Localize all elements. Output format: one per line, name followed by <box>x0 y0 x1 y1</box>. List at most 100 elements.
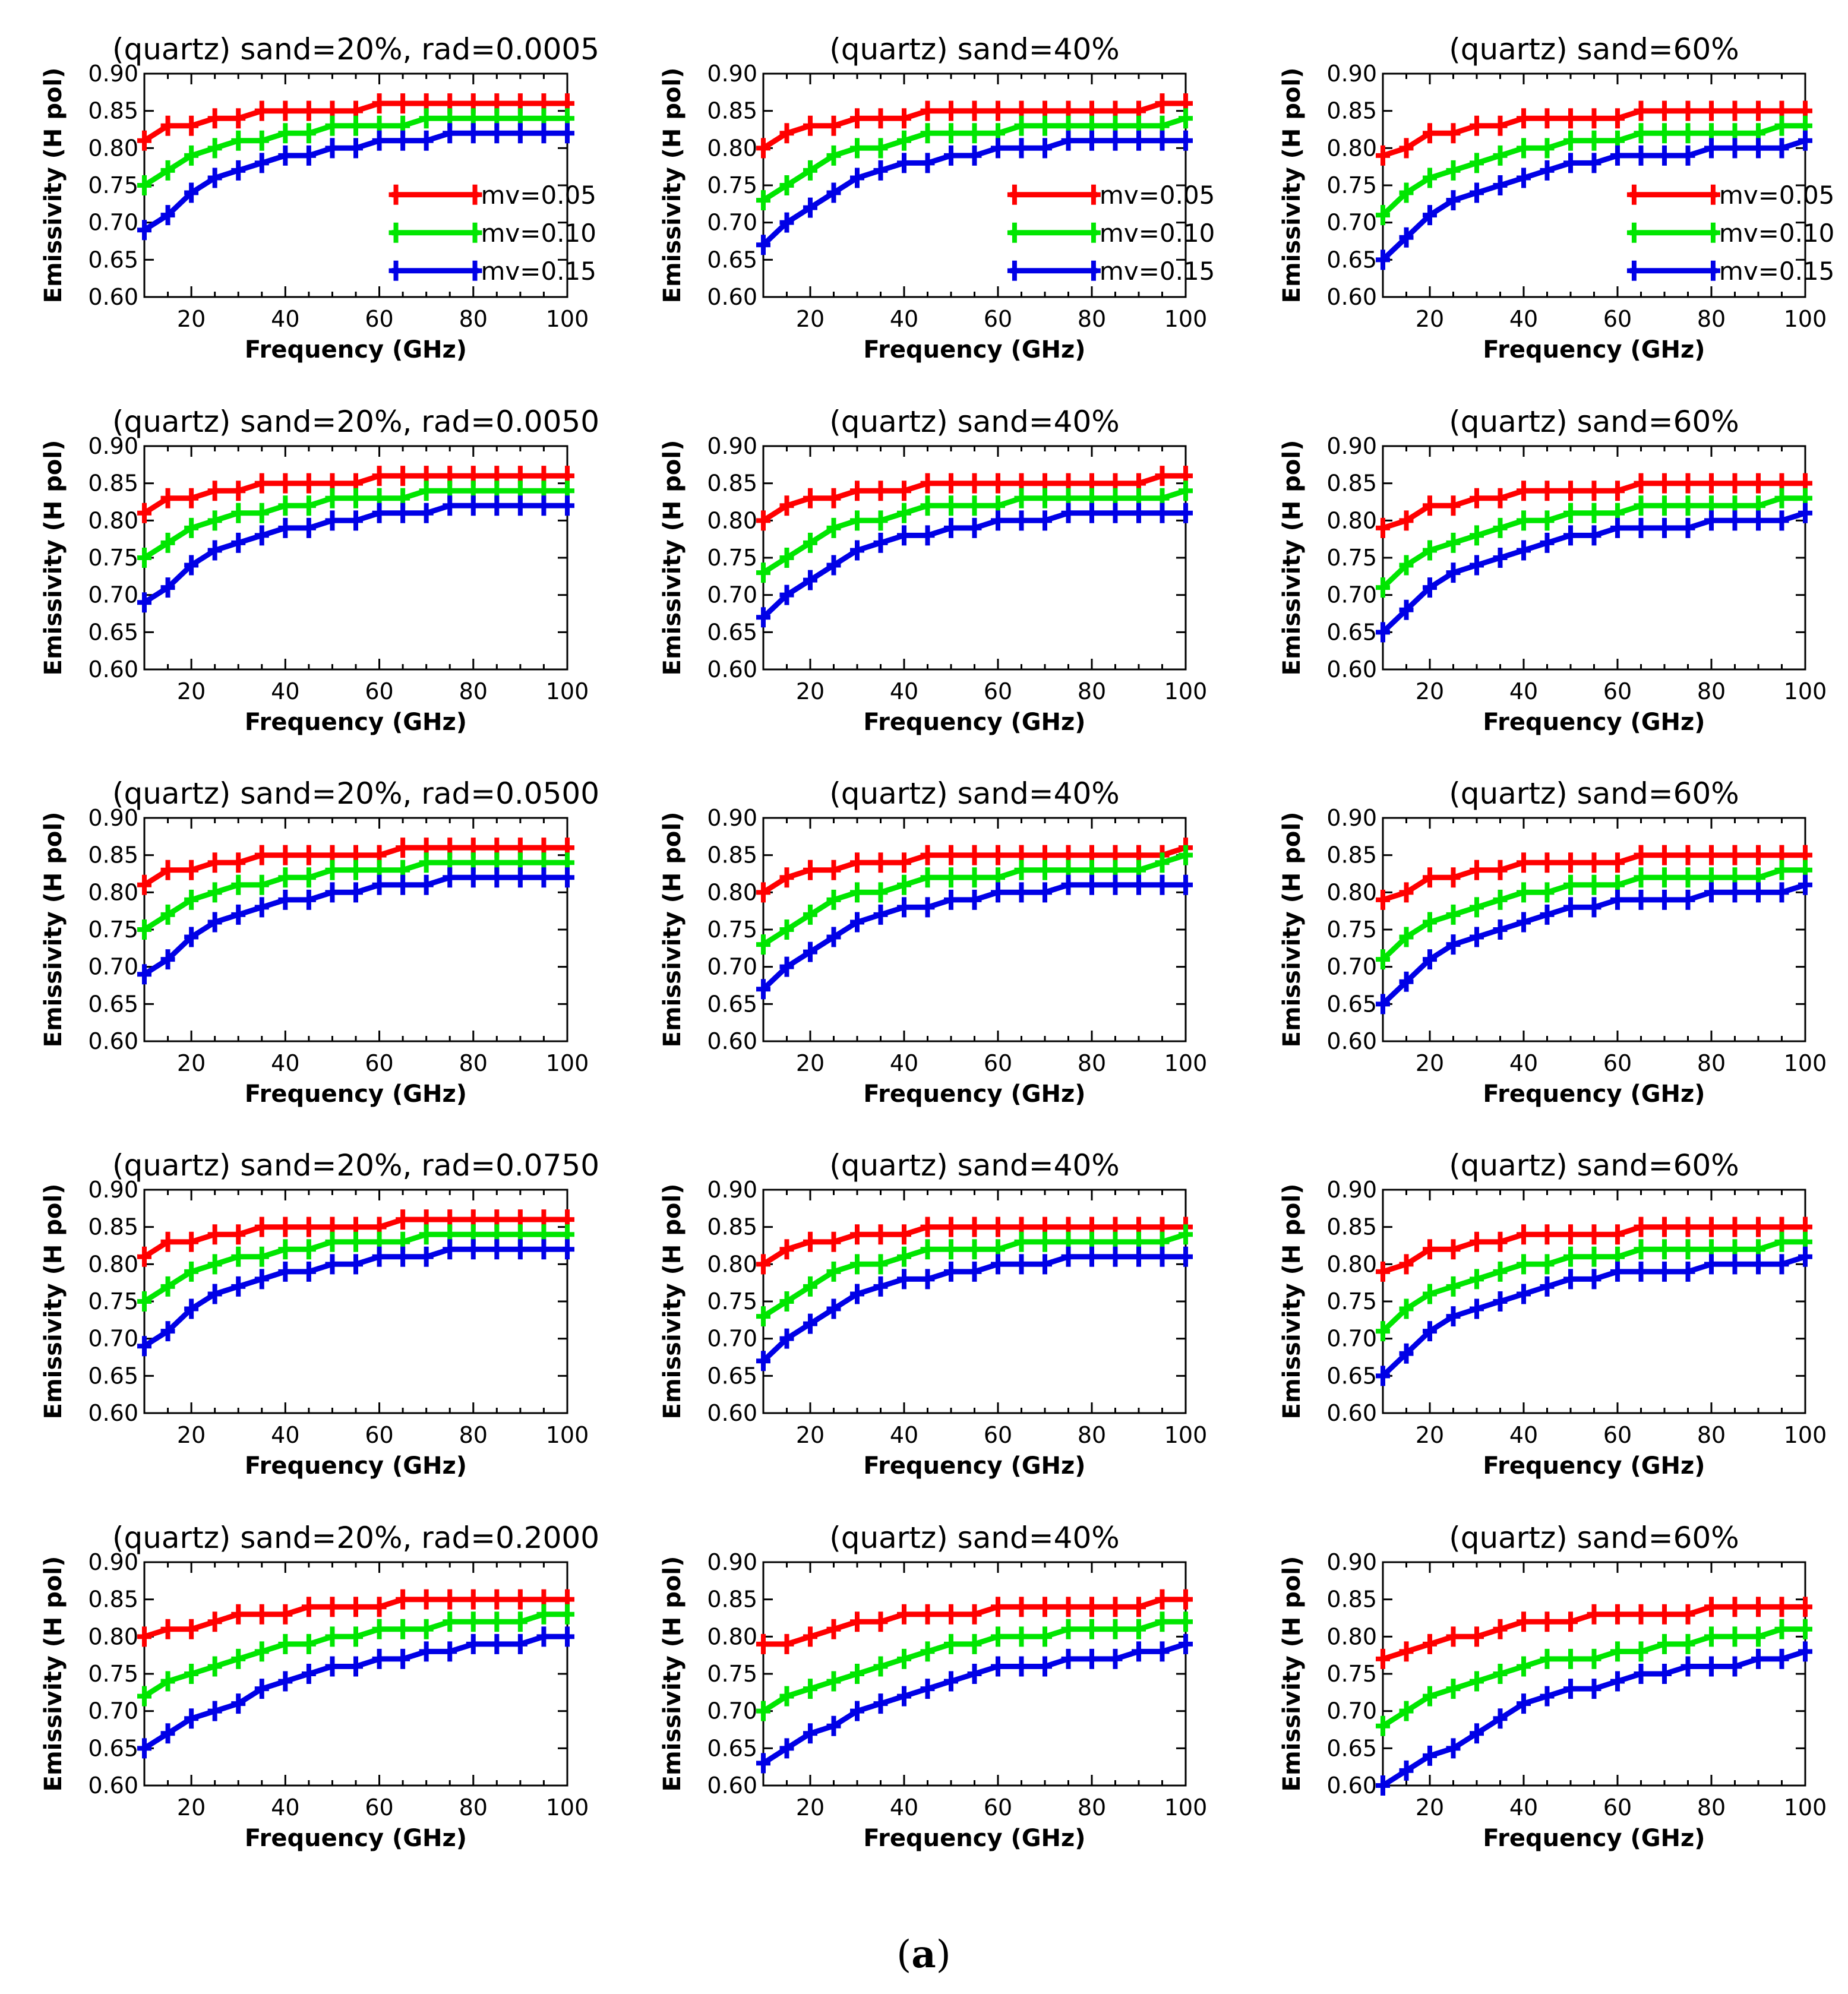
data-point-marker <box>160 904 175 925</box>
data-point-marker <box>1680 867 1695 888</box>
x-tick-label: 40 <box>1509 1422 1538 1448</box>
data-point-marker <box>1446 160 1461 181</box>
y-tick-label: 0.65 <box>1326 991 1377 1017</box>
y-tick-label: 0.65 <box>707 247 757 273</box>
data-point-marker <box>466 123 481 144</box>
data-point-marker <box>513 1611 527 1632</box>
data-point-marker <box>1085 1648 1099 1669</box>
legend-label: mv=0.15 <box>1719 257 1834 286</box>
data-point-marker <box>254 153 269 173</box>
data-point-marker <box>254 100 269 121</box>
data-point-marker <box>1727 845 1742 865</box>
data-point-marker <box>920 845 935 865</box>
data-point-marker <box>1179 503 1193 523</box>
data-point-marker <box>779 584 794 605</box>
data-point-marker <box>1540 532 1555 553</box>
data-point-marker <box>1774 138 1789 159</box>
data-point-marker <box>967 145 982 166</box>
data-series <box>1376 1619 1812 1736</box>
data-point-marker <box>1587 1246 1601 1267</box>
x-tick-label: 60 <box>1603 1794 1632 1821</box>
data-point-marker <box>419 1641 434 1662</box>
y-tick-label: 0.70 <box>1326 1326 1377 1352</box>
data-point-marker <box>944 1633 958 1654</box>
legend-marker <box>1086 184 1101 205</box>
data-point-marker <box>1634 889 1648 910</box>
legend-item: mv=0.05 <box>1007 181 1215 210</box>
x-tick-label: 20 <box>796 1422 825 1448</box>
y-tick-label: 0.80 <box>707 1623 757 1649</box>
data-point-marker <box>897 874 911 895</box>
data-point-marker <box>873 1656 888 1677</box>
data-point-marker <box>1470 115 1484 136</box>
data-point-marker <box>1517 481 1531 501</box>
legend-marker <box>1705 184 1720 205</box>
data-point-marker <box>1493 145 1508 166</box>
data-point-marker <box>1798 1246 1812 1267</box>
legend-marker <box>388 184 403 205</box>
data-point-marker <box>278 845 293 865</box>
data-point-marker <box>803 904 817 925</box>
data-point-marker <box>254 525 269 546</box>
data-point-marker <box>396 1648 410 1669</box>
data-point-marker <box>1610 1604 1625 1625</box>
data-point-marker <box>1399 1298 1414 1319</box>
data-point-marker <box>803 1723 817 1744</box>
data-point-marker <box>1038 859 1052 880</box>
data-point-marker <box>967 1633 982 1654</box>
legend-item: mv=0.05 <box>1626 181 1834 210</box>
data-point-marker <box>1061 1648 1076 1669</box>
data-point-marker <box>207 540 222 561</box>
data-point-marker <box>967 889 982 910</box>
data-point-marker <box>1376 1775 1390 1796</box>
data-point-marker <box>278 867 293 888</box>
x-tick-label: 80 <box>459 678 488 704</box>
data-point-marker <box>1493 1619 1508 1639</box>
data-point-marker <box>756 1633 770 1654</box>
data-point-marker <box>873 852 888 873</box>
data-point-marker <box>1423 1686 1437 1707</box>
data-point-marker <box>991 1254 1005 1275</box>
data-point-marker <box>396 1589 410 1610</box>
x-tick-label: 20 <box>177 1422 206 1448</box>
data-point-marker <box>1014 882 1029 903</box>
y-tick-label: 0.60 <box>1326 656 1377 682</box>
data-point-marker <box>873 1611 888 1632</box>
data-point-marker <box>536 123 551 144</box>
data-point-marker <box>1634 1641 1648 1662</box>
data-point-marker <box>1657 1604 1672 1625</box>
data-point-marker <box>254 1604 269 1625</box>
data-point-marker <box>873 510 888 531</box>
data-point-marker <box>967 100 982 121</box>
y-tick-label: 0.75 <box>707 917 757 943</box>
y-tick-label: 0.80 <box>707 879 757 905</box>
data-point-marker <box>1587 897 1601 918</box>
y-axis-label: Emissivity (H pol) <box>659 440 686 676</box>
plot-frame <box>1382 445 1806 671</box>
data-point-marker <box>1634 845 1648 865</box>
data-point-marker <box>184 1298 199 1319</box>
y-tick-label: 0.85 <box>88 842 138 868</box>
data-point-marker <box>1563 1224 1578 1245</box>
x-tick-label: 80 <box>1697 1050 1726 1076</box>
data-point-marker <box>1563 503 1578 523</box>
data-series <box>756 130 1193 255</box>
data-point-marker <box>1376 889 1390 910</box>
data-point-marker <box>850 510 864 531</box>
data-point-marker <box>1610 1671 1625 1692</box>
data-point-marker <box>967 1604 982 1625</box>
data-point-marker <box>231 1648 246 1669</box>
legend-marker <box>1705 260 1720 281</box>
data-point-marker <box>396 1246 410 1267</box>
y-tick-label: 0.85 <box>1326 1214 1377 1240</box>
data-point-marker <box>1540 1686 1555 1707</box>
data-point-marker <box>850 1701 864 1721</box>
data-point-marker <box>1587 1648 1601 1669</box>
data-point-marker <box>1563 481 1578 501</box>
data-point-marker <box>967 517 982 538</box>
data-point-marker <box>1587 1224 1601 1245</box>
data-point-marker <box>1704 100 1719 121</box>
y-tick-label: 0.85 <box>1326 1587 1377 1613</box>
data-point-marker <box>1399 138 1414 159</box>
x-tick-label: 20 <box>1416 678 1444 704</box>
